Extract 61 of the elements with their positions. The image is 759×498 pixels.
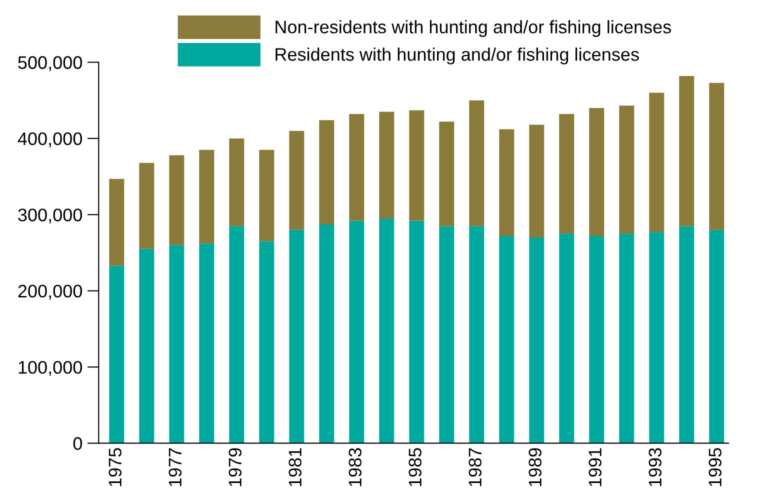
bar xyxy=(199,244,214,444)
bar xyxy=(499,236,514,444)
y-tick-label: 400,000 xyxy=(18,132,82,148)
bar xyxy=(439,226,454,444)
bar xyxy=(499,129,514,236)
bar xyxy=(199,150,214,244)
x-tick-label: 1981 xyxy=(288,448,302,486)
bar xyxy=(469,226,484,444)
bar xyxy=(169,245,184,444)
bar xyxy=(319,120,334,225)
bar xyxy=(589,236,604,444)
legend-label: Non-residents with hunting and/or fishing licenses xyxy=(276,20,671,37)
x-tick-label: 1983 xyxy=(348,448,362,486)
bar xyxy=(619,234,634,444)
bar xyxy=(529,124,544,238)
x-tick-label: 1985 xyxy=(408,448,422,486)
bar xyxy=(709,230,724,444)
bar xyxy=(319,224,334,444)
bar xyxy=(169,155,184,246)
x-tick-label: 1991 xyxy=(588,448,602,486)
bar xyxy=(229,138,244,226)
bar xyxy=(439,122,454,226)
bar xyxy=(349,114,364,221)
y-tick-label: 100,000 xyxy=(18,360,82,376)
bar xyxy=(229,226,244,444)
bar xyxy=(709,82,724,230)
bar xyxy=(529,237,544,444)
bar xyxy=(289,230,304,444)
bar xyxy=(559,114,574,234)
bar xyxy=(379,218,394,444)
legend-label: Residents with hunting and/or fishing licenses xyxy=(276,48,639,64)
bar xyxy=(109,178,124,266)
bar xyxy=(679,226,694,444)
bar xyxy=(619,106,634,234)
x-tick-label: 1993 xyxy=(648,448,662,486)
bar xyxy=(649,92,664,232)
bar xyxy=(259,241,274,444)
bar xyxy=(139,162,154,249)
bar xyxy=(379,112,394,218)
bar xyxy=(649,232,664,444)
bar xyxy=(679,76,694,226)
y-tick-label: 300,000 xyxy=(18,208,82,224)
bar xyxy=(349,220,364,444)
x-tick-label: 1995 xyxy=(708,448,722,486)
x-tick-label: 1975 xyxy=(108,448,122,486)
x-tick-label: 1989 xyxy=(528,448,542,486)
bar xyxy=(259,150,274,242)
x-tick-label: 1979 xyxy=(228,448,242,486)
bar xyxy=(589,108,604,236)
y-tick-label: 500,000 xyxy=(18,56,82,72)
y-tick-label: 200,000 xyxy=(18,284,82,300)
x-tick-label: 1987 xyxy=(468,448,482,486)
bar xyxy=(469,100,484,226)
bar xyxy=(409,110,424,221)
bar xyxy=(559,234,574,444)
y-tick-label: 0 xyxy=(73,437,82,450)
bar xyxy=(409,220,424,444)
bar xyxy=(289,130,304,230)
x-tick-label: 1977 xyxy=(168,448,182,486)
bar xyxy=(109,266,124,444)
bar xyxy=(139,248,154,444)
